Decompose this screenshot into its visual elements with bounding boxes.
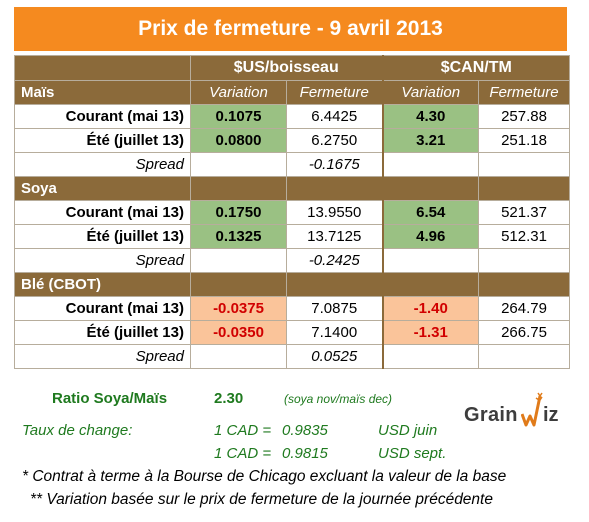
us-close-cell: 6.2750 (286, 128, 383, 153)
grainwiz-wheat-zigzag-icon (521, 392, 543, 427)
us-variation-cell: 0.1325 (190, 224, 287, 249)
cad-variation-cell: -1.40 (381, 296, 479, 321)
exchange-label: Taux de change: (22, 422, 133, 439)
spread-value: -0.1675 (286, 152, 383, 177)
exchange-cad: 1 CAD = (214, 445, 272, 462)
section-header-row: Blé (CBOT) (14, 272, 571, 297)
table-row: Été (juillet 13) 0.1325 13.7125 4.96 512… (14, 224, 571, 249)
exchange-rate: 0.9815 (282, 445, 328, 462)
section-title-mais: Maïs (14, 80, 191, 105)
header-usd-variation: Variation (190, 80, 287, 105)
header-columns-row: Maïs Variation Fermeture Variation Ferme… (14, 80, 571, 105)
table-row: Courant (mai 13) 0.1750 13.9550 6.54 521… (14, 200, 571, 225)
cad-close-cell: 512.31 (477, 224, 571, 249)
cad-variation-cell: 6.54 (381, 200, 479, 225)
header-blank (286, 176, 383, 201)
header-blank (381, 176, 479, 201)
section-header-row: Soya (14, 176, 571, 201)
spread-label: Spread (14, 344, 191, 369)
spread-row: Spread -0.2425 (14, 248, 571, 273)
header-blank (286, 272, 383, 297)
exchange-usd: USD sept. (378, 445, 447, 462)
empty-cell (477, 344, 571, 369)
spread-value: 0.0525 (286, 344, 383, 369)
spread-row: Spread -0.1675 (14, 152, 571, 177)
header-cad-fermeture: Fermeture (477, 80, 571, 105)
table-row: Courant (mai 13) -0.0375 7.0875 -1.40 26… (14, 296, 571, 321)
spread-value: -0.2425 (286, 248, 383, 273)
ratio-value: 2.30 (214, 390, 244, 407)
exchange-rate: 0.9835 (282, 422, 328, 439)
row-label: Courant (mai 13) (14, 200, 191, 225)
logo-text-right: iz (543, 404, 559, 426)
cad-variation-cell: -1.31 (381, 320, 479, 345)
empty-cell (477, 152, 571, 177)
ratio-label: Ratio Soya/Maïs (52, 390, 168, 407)
header-cad-variation: Variation (381, 80, 479, 105)
header-blank (477, 176, 571, 201)
spread-label: Spread (14, 152, 191, 177)
cad-close-cell: 251.18 (477, 128, 571, 153)
empty-cell (190, 248, 287, 273)
exchange-usd: USD juin (378, 422, 438, 439)
cad-close-cell: 266.75 (477, 320, 571, 345)
spread-row: Spread 0.0525 (14, 344, 571, 369)
exchange-cad: 1 CAD = (214, 422, 272, 439)
row-label: Courant (mai 13) (14, 104, 191, 129)
header-units-row: $US/boisseau $CAN/TM (14, 55, 571, 81)
header-blank (14, 55, 191, 81)
us-variation-cell: 0.1075 (190, 104, 287, 129)
header-blank (381, 272, 479, 297)
logo-text-left: Grain (464, 404, 518, 426)
us-close-cell: 13.9550 (286, 200, 383, 225)
us-variation-cell: -0.0350 (190, 320, 287, 345)
us-close-cell: 6.4425 (286, 104, 383, 129)
us-close-cell: 13.7125 (286, 224, 383, 249)
ratio-note: (soya nov/maïs dec) (284, 392, 393, 406)
header-blank (190, 176, 287, 201)
empty-cell (190, 344, 287, 369)
empty-cell (381, 152, 479, 177)
empty-cell (190, 152, 287, 177)
empty-cell (381, 248, 479, 273)
header-usd-fermeture: Fermeture (286, 80, 383, 105)
table-row: Été (juillet 13) -0.0350 7.1400 -1.31 26… (14, 320, 571, 345)
section-title-ble: Blé (CBOT) (14, 272, 191, 297)
empty-cell (477, 248, 571, 273)
spread-label: Spread (14, 248, 191, 273)
section-title-soya: Soya (14, 176, 191, 201)
us-close-cell: 7.1400 (286, 320, 383, 345)
us-close-cell: 7.0875 (286, 296, 383, 321)
header-usd-unit: $US/boisseau (190, 55, 383, 81)
footnote-1: * Contrat à terme à la Bourse de Chicago… (22, 468, 507, 485)
page-title: Prix de fermeture - 9 avril 2013 (14, 7, 567, 51)
cad-variation-cell: 4.96 (381, 224, 479, 249)
us-variation-cell: -0.0375 (190, 296, 287, 321)
grainwiz-logo: Grain iz (464, 392, 564, 430)
price-table: $US/boisseau $CAN/TM Maïs Variation Ferm… (14, 55, 571, 369)
cad-close-cell: 257.88 (477, 104, 571, 129)
cad-close-cell: 521.37 (477, 200, 571, 225)
us-variation-cell: 0.1750 (190, 200, 287, 225)
row-label: Courant (mai 13) (14, 296, 191, 321)
row-label: Été (juillet 13) (14, 128, 191, 153)
table-row: Été (juillet 13) 0.0800 6.2750 3.21 251.… (14, 128, 571, 153)
row-label: Été (juillet 13) (14, 224, 191, 249)
table-row: Courant (mai 13) 0.1075 6.4425 4.30 257.… (14, 104, 571, 129)
footnote-2: ** Variation basée sur le prix de fermet… (30, 491, 493, 508)
header-cad-unit: $CAN/TM (381, 55, 571, 81)
cad-variation-cell: 3.21 (381, 128, 479, 153)
cad-close-cell: 264.79 (477, 296, 571, 321)
cad-variation-cell: 4.30 (381, 104, 479, 129)
header-blank (190, 272, 287, 297)
header-blank (477, 272, 571, 297)
empty-cell (381, 344, 479, 369)
row-label: Été (juillet 13) (14, 320, 191, 345)
us-variation-cell: 0.0800 (190, 128, 287, 153)
